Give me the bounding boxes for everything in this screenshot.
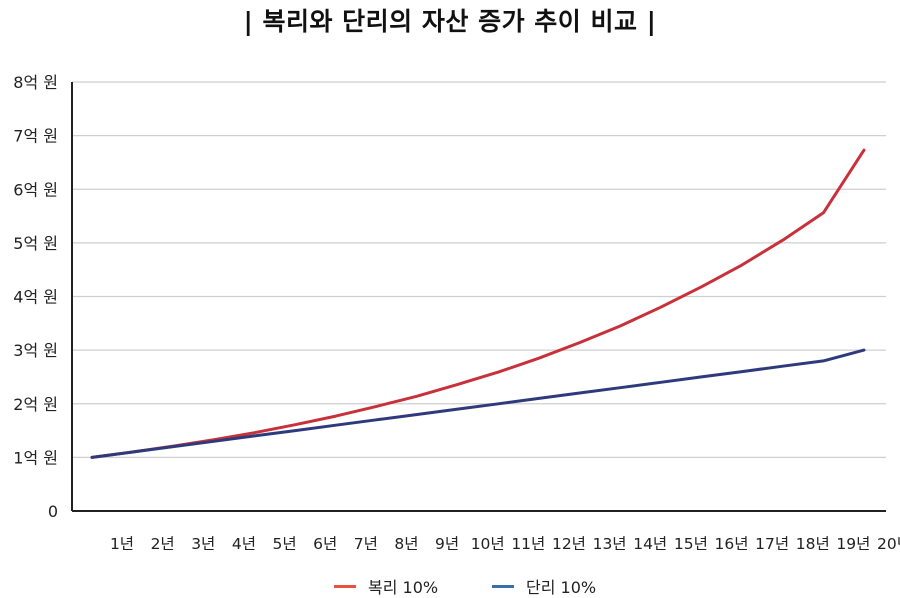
y-tick-label: 1억 원 (13, 448, 58, 467)
legend-label-compound: 복리 10% (368, 578, 439, 597)
y-tick-label: 8억 원 (13, 73, 58, 92)
series-line-1 (90, 348, 866, 459)
y-tick-label: 2억 원 (13, 395, 58, 414)
x-tick-label: 6년 (313, 535, 337, 553)
x-tick-label: 7년 (354, 535, 378, 553)
x-tick-label: 3년 (191, 535, 215, 553)
y-tick-label: 4억 원 (13, 288, 58, 307)
x-tick-label: 12년 (552, 535, 586, 553)
x-tick-label: 17년 (755, 535, 789, 553)
y-tick-label: 3억 원 (13, 341, 58, 360)
y-tick-label: 5억 원 (13, 234, 58, 253)
legend-swatch-compound (334, 584, 356, 588)
line-chart: 0 1억 원 2억 원 3억 원 4억 원 5억 원 6억 원 7억 원 8억 원 1년 2년 3년 4… (13, 73, 900, 553)
x-tick-label: 15년 (674, 535, 708, 553)
x-tick-label: 20년 (877, 535, 900, 553)
series-line-0 (90, 148, 866, 459)
x-tick-label: 13년 (593, 535, 627, 553)
x-tick-label: 14년 (633, 535, 667, 553)
legend-item-simple: 단리 10% (492, 574, 596, 598)
legend-label-simple: 단리 10% (526, 578, 597, 597)
x-tick-label: 4년 (232, 535, 256, 553)
y-tick-label: 6억 원 (13, 180, 58, 199)
y-tick-label: 7억 원 (13, 127, 58, 146)
legend-item-compound: 복리 10% (334, 574, 438, 598)
x-tick-label: 19년 (836, 535, 870, 553)
x-tick-label: 8년 (394, 535, 418, 553)
x-tick-label: 16년 (714, 535, 748, 553)
x-tick-label: 9년 (435, 535, 459, 553)
x-tick-label: 18년 (796, 535, 830, 553)
x-tick-label: 1년 (110, 535, 134, 553)
legend-swatch-simple (492, 584, 514, 588)
x-tick-label: 2년 (151, 535, 175, 553)
y-tick-label: 0 (48, 502, 58, 521)
legend: 복리 10% 단리 10% (0, 574, 900, 598)
x-tick-label: 10년 (471, 535, 505, 553)
x-tick-label: 11년 (511, 535, 545, 553)
x-tick-label: 5년 (272, 535, 296, 553)
chart-title: | 복리와 단리의 자산 증가 추이 비교 | (243, 7, 657, 36)
